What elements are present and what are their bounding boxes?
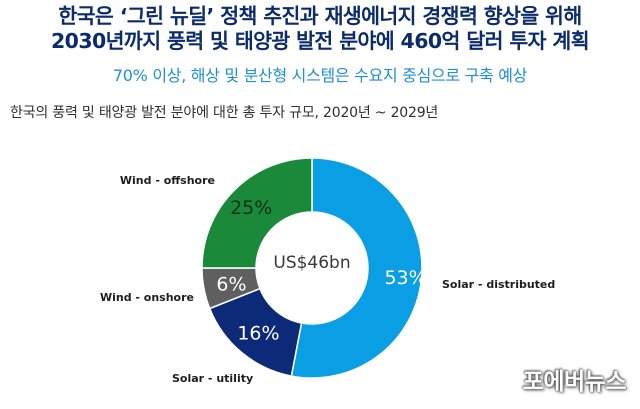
center-label: US$46bn bbox=[273, 253, 350, 273]
chart-title: 한국의 풍력 및 태양광 발전 분야에 대한 총 투자 규모, 2020년 ~ … bbox=[10, 105, 439, 121]
slice-value-labels: 53% 16% 6% 25% bbox=[216, 197, 426, 345]
slice-category-labels: Solar - distributed Solar - utility Wind -… bbox=[100, 174, 555, 385]
headline: 한국은 ‘그린 뉴딜’ 정책 추진과 재생에너지 경쟁력 향상을 위해 2030… bbox=[0, 4, 640, 54]
subtitle: 70% 이상, 해상 및 분산형 시스템은 수요지 중심으로 구축 예상 bbox=[112, 66, 528, 85]
slice-value-label: 25% bbox=[230, 197, 272, 219]
slice-category-label: Solar - distributed bbox=[442, 278, 555, 291]
slice-value-label: 16% bbox=[237, 323, 279, 345]
slice-value-label: 53% bbox=[384, 267, 426, 289]
slice-value-label: 6% bbox=[216, 273, 246, 295]
headline-line-1: 한국은 ‘그린 뉴딜’ 정책 추진과 재생에너지 경쟁력 향상을 위해 bbox=[58, 4, 582, 28]
slice-category-label: Solar - utility bbox=[172, 372, 253, 385]
headline-line-2: 2030년까지 풍력 및 태양광 발전 분야에 460억 달러 투자 계획 bbox=[51, 29, 590, 53]
slice-category-label: Wind - onshore bbox=[100, 291, 194, 304]
slice-solar-distributed bbox=[290, 157, 423, 379]
slice-wind-offshore bbox=[201, 157, 313, 269]
watermark-logo: 포에버뉴스 bbox=[522, 369, 627, 395]
donut-slices bbox=[201, 157, 423, 379]
slice-category-label: Wind - offshore bbox=[120, 174, 215, 187]
